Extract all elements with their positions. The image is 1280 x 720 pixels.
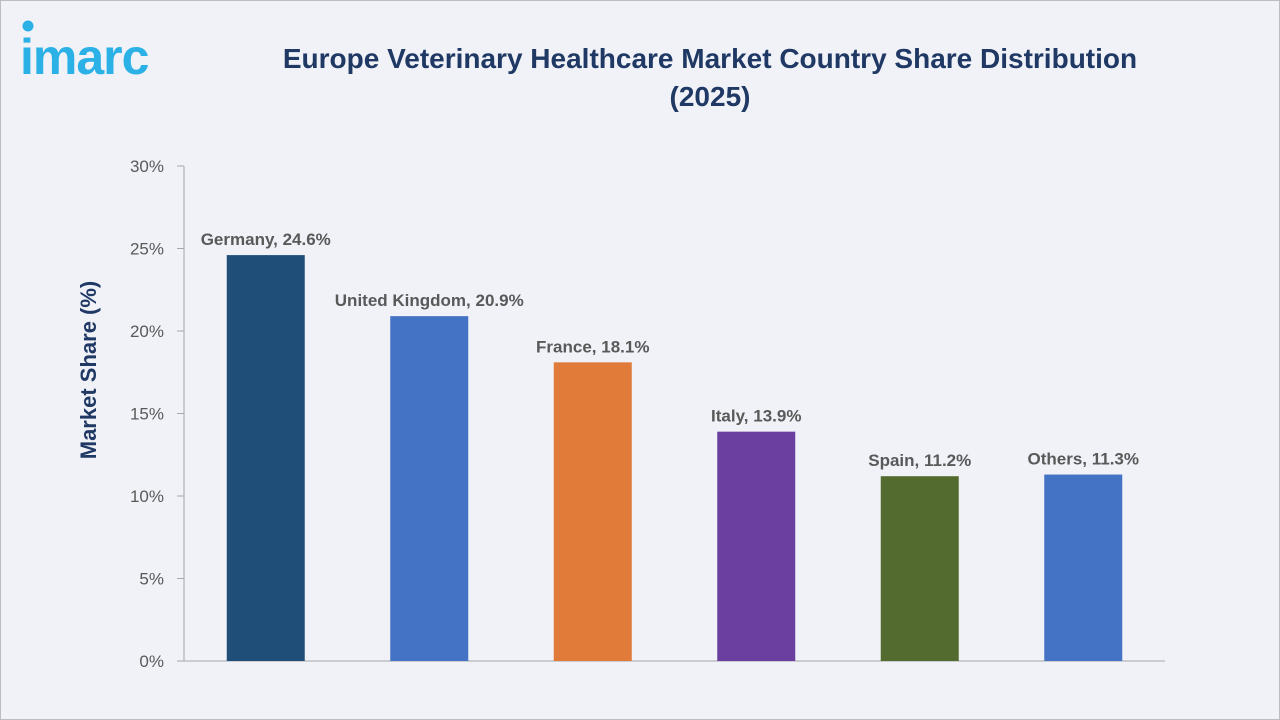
y-tick-label: 0% xyxy=(139,652,164,671)
data-label: Others, 11.3% xyxy=(1027,450,1139,469)
bar-others xyxy=(1044,474,1123,661)
data-label: Italy, 13.9% xyxy=(711,407,801,426)
y-tick-label: 10% xyxy=(130,487,164,506)
logo-text: imarc xyxy=(20,29,149,84)
data-label: Germany, 24.6% xyxy=(201,230,331,249)
y-tick-label: 30% xyxy=(130,157,164,176)
imarc-logo: imarc xyxy=(20,20,150,84)
y-tick-label: 20% xyxy=(130,322,164,341)
y-tick-label: 25% xyxy=(130,240,164,259)
bar-italy xyxy=(717,431,796,661)
y-axis-label: Market Share (%) xyxy=(76,281,101,460)
bar-germany xyxy=(226,255,305,661)
data-label: France, 18.1% xyxy=(536,337,649,356)
y-tick-label: 15% xyxy=(130,405,164,424)
bar-spain xyxy=(880,476,959,661)
bars xyxy=(226,255,1123,661)
y-axis: 0% 5% 10% 15% 20% 25% 30% xyxy=(130,157,1165,671)
y-tick-label: 5% xyxy=(139,570,164,589)
bar-united-kingdom xyxy=(390,316,469,661)
data-labels: Germany, 24.6% United Kingdom, 20.9% Franc… xyxy=(201,230,1139,470)
logo-dot xyxy=(22,20,34,32)
data-label: United Kingdom, 20.9% xyxy=(335,291,524,310)
bar-france xyxy=(553,362,632,661)
data-label: Spain, 11.2% xyxy=(868,451,971,470)
chart-title: Europe Veterinary Healthcare Market Coun… xyxy=(282,43,1138,112)
